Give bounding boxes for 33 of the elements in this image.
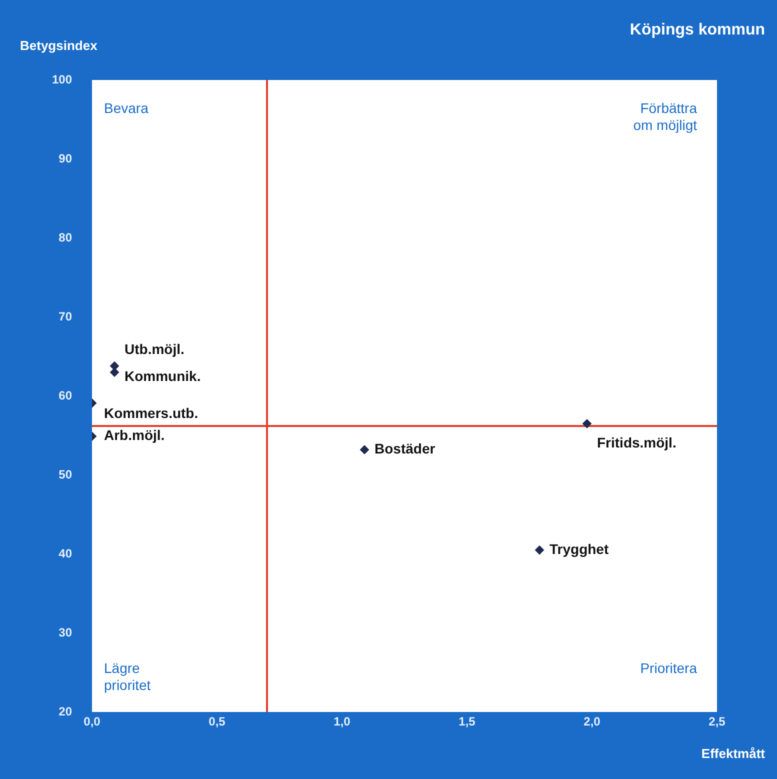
point <box>535 546 544 555</box>
series-label: Arb.möjl. <box>104 427 165 444</box>
x-tick-label: 2,0 <box>584 714 601 729</box>
annotation: Prioritera <box>640 660 698 676</box>
y-tick-label: 80 <box>58 230 72 244</box>
series-label: Fritids.möjl. <box>597 434 676 451</box>
x-tick-label: 0,5 <box>208 714 226 729</box>
x-tick-label: 1,5 <box>458 714 476 729</box>
point <box>110 361 119 370</box>
y-tick-label: 40 <box>58 546 72 560</box>
series-label: Bostäder <box>374 440 436 457</box>
annotation: Bevara <box>104 100 149 116</box>
point <box>582 419 592 428</box>
y-axis-title: Betygsindex <box>20 38 98 54</box>
y-tick-label: 90 <box>58 151 72 166</box>
series-label: Kommunik. <box>124 368 201 384</box>
y-tick-label: 50 <box>58 467 72 482</box>
series-label: Trygghet <box>550 540 609 557</box>
chart-title: Köpings kommun <box>630 21 765 38</box>
series-label: Utb.möjl. <box>124 340 184 357</box>
y-tick-label: 20 <box>58 704 72 718</box>
annotation: Förbättra om möjligt <box>633 100 698 133</box>
point <box>360 445 369 454</box>
series-label: Kommers.utb. <box>104 404 198 421</box>
y-tick-label: 60 <box>58 388 72 402</box>
x-tick-label: 0,0 <box>84 714 101 729</box>
y-tick-label: 30 <box>58 625 72 640</box>
annotation: Lägre prioritet <box>104 660 151 693</box>
x-tick-label: 1,0 <box>334 714 351 729</box>
x-tick-label: 2,5 <box>708 714 726 729</box>
y-tick-label: 70 <box>58 309 72 324</box>
x-axis-title: Effektmått <box>701 746 766 762</box>
y-tick-label: 100 <box>52 72 72 86</box>
